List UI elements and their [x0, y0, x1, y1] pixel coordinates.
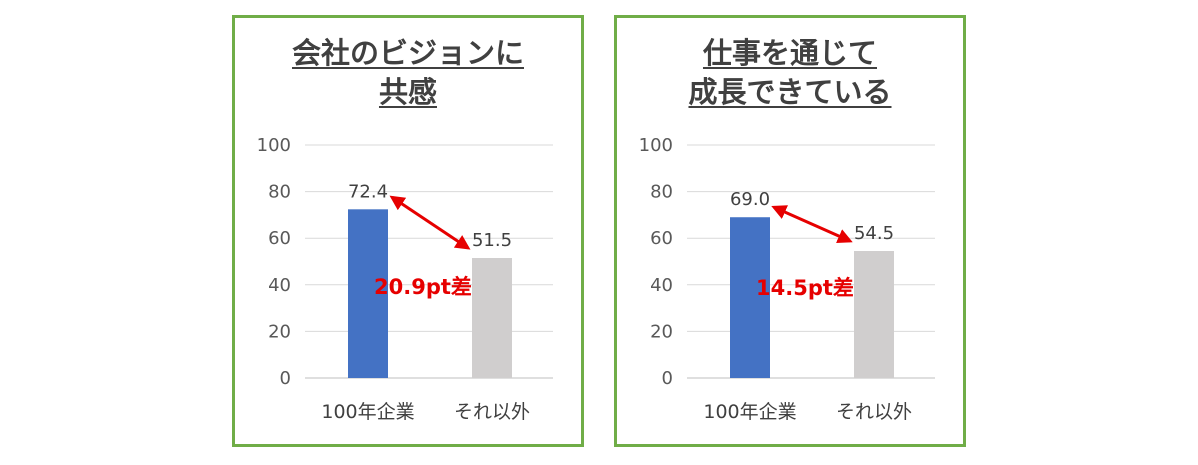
difference-annotation: 14.5pt差	[756, 276, 854, 300]
bar	[348, 209, 388, 378]
bar-chart-growth: 0 20 40 60 80 100 69.0 100年企業 54.5 それ以外 14.5pt差	[639, 135, 935, 423]
y-tick-label: 0	[662, 368, 673, 389]
y-tick-label: 80	[650, 182, 673, 203]
bar	[854, 251, 894, 378]
y-tick-label: 60	[268, 228, 291, 249]
data-label: 69.0	[730, 189, 770, 210]
data-label: 54.5	[854, 223, 894, 244]
category-label: それ以外	[454, 401, 530, 423]
y-tick-label: 100	[639, 135, 673, 156]
bar-chart-vision: 0 20 40 60 80 100 72.4 100年企業 51.5 それ以外 20.9pt差	[257, 135, 553, 423]
y-tick-label: 60	[650, 228, 673, 249]
y-tick-label: 20	[650, 321, 673, 342]
data-label: 72.4	[348, 181, 388, 202]
chart-title-line-2: 共感	[378, 75, 437, 109]
difference-arrow	[771, 205, 853, 243]
bar	[472, 258, 512, 378]
y-tick-label: 100	[257, 135, 291, 156]
chart-panel-growth: 仕事を通じて 成長できている 0 20 40 60 80 100 69.0 100年企業 54.…	[614, 15, 966, 447]
bar	[730, 217, 770, 378]
category-label: 100年企業	[321, 401, 414, 423]
data-label: 51.5	[472, 230, 512, 251]
y-tick-label: 40	[268, 275, 291, 296]
category-label: それ以外	[836, 401, 912, 423]
y-tick-label: 20	[268, 321, 291, 342]
chart-title-line-1: 仕事を通じて	[702, 36, 877, 70]
chart-panel-vision: 会社のビジョンに 共感 0 20 40 60 80 100 72.4 100年企業 51.5 それ…	[232, 15, 584, 447]
difference-arrow	[389, 195, 471, 250]
y-tick-label: 80	[268, 182, 291, 203]
category-label: 100年企業	[703, 401, 796, 423]
difference-annotation: 20.9pt差	[374, 275, 472, 299]
chart-title-line-2: 成長できている	[688, 75, 892, 109]
y-tick-label: 40	[650, 275, 673, 296]
chart-title-line-1: 会社のビジョンに	[291, 36, 524, 70]
y-tick-label: 0	[280, 368, 291, 389]
